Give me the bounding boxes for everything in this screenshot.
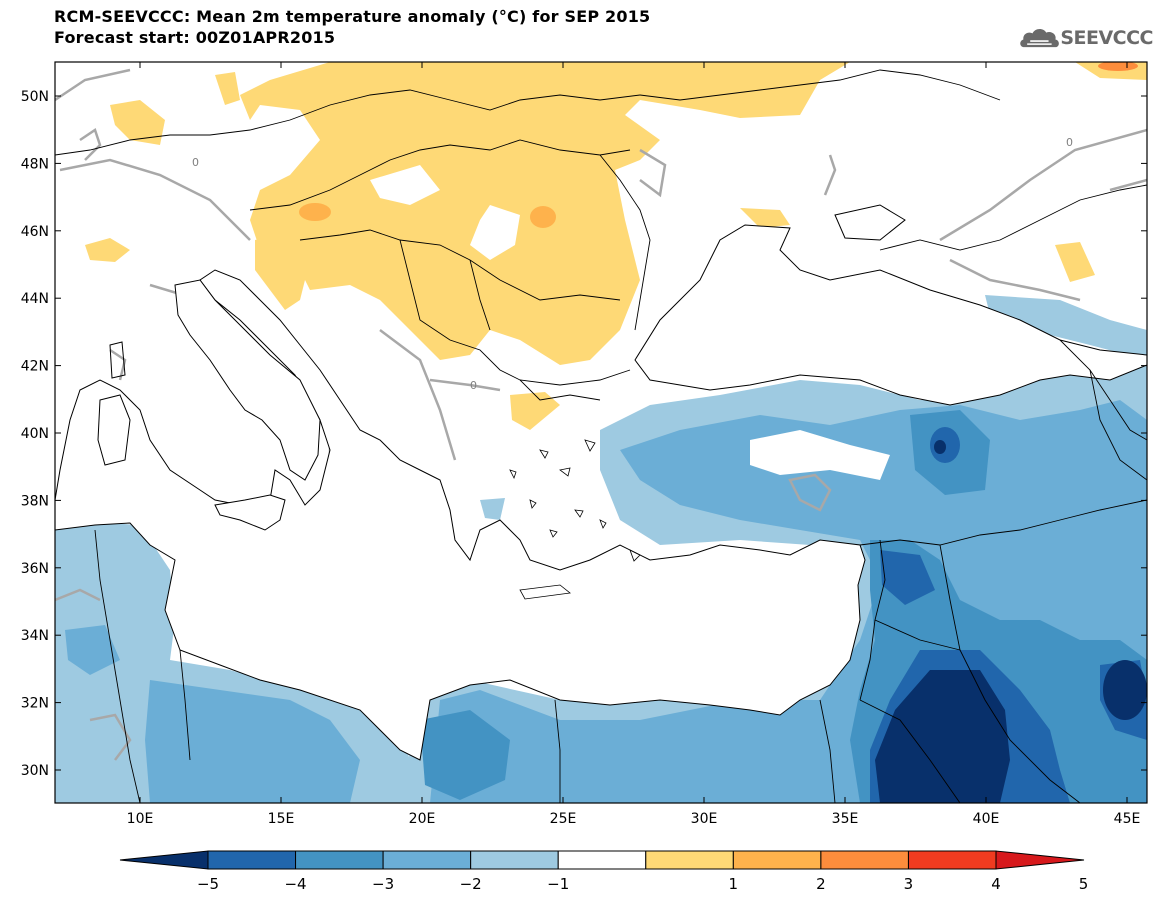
- colorbar-label: 4: [991, 875, 1001, 893]
- colorbar-label: −4: [284, 875, 306, 893]
- warm-anomaly-spot-romania: [530, 206, 556, 228]
- lon-label: 35E: [832, 811, 859, 827]
- lat-label: 42N: [21, 359, 49, 375]
- cool-anomaly-caucasus-band: [985, 295, 1147, 360]
- lon-label: 15E: [268, 811, 295, 827]
- colorbar-label: −5: [197, 875, 219, 893]
- black-sea: [634, 224, 1147, 406]
- colorbar-segment: [382, 850, 472, 870]
- italy-peninsula: [174, 279, 321, 481]
- colorbar-under-triangle: [119, 850, 209, 870]
- lat-label: 44N: [21, 291, 49, 307]
- colorbar-label: 2: [816, 875, 826, 893]
- colorbar-label: 1: [729, 875, 739, 893]
- cool-anomaly-peloponnese: [480, 498, 505, 520]
- lat-label: 46N: [21, 224, 49, 240]
- sea-of-azov: [834, 204, 906, 241]
- contour-label-0-b: 0: [470, 379, 477, 392]
- colorbar-segment: [820, 850, 909, 870]
- colorbar-segment: [907, 850, 997, 870]
- colorbar-segment: [645, 850, 734, 870]
- colorbar-segment: [732, 850, 822, 870]
- neutral-hole-romania: [470, 205, 520, 260]
- colorbar-over-triangle: [995, 850, 1085, 870]
- lat-label: 30N: [21, 763, 49, 779]
- lat-label: 48N: [21, 156, 49, 172]
- contour-label-0-a: 0: [192, 156, 199, 169]
- lon-label: 45E: [1114, 811, 1141, 827]
- colorbar-segment: [557, 850, 647, 870]
- mediterranean-sea: [55, 269, 866, 761]
- sardinia: [97, 341, 131, 466]
- seevccc-logo: SEEVCCC: [1018, 20, 1153, 56]
- colorbar: −5 −4 −3 −2 −1 1 2 3 4 5: [119, 850, 1089, 893]
- lon-label: 25E: [550, 811, 577, 827]
- colorbar-segment: [207, 850, 297, 870]
- lat-label: 40N: [21, 426, 49, 442]
- anomaly-field: 0 0 0: [55, 62, 1147, 803]
- map-title: RCM-SEEVCCC: Mean 2m temperature anomaly…: [54, 7, 651, 26]
- colorbar-segment: [470, 850, 559, 870]
- country-borders: [55, 69, 1147, 803]
- cool-anomaly-egypt: [420, 710, 510, 800]
- colorbar-label: −1: [547, 875, 569, 893]
- latitude-axis: 50N 48N 46N 44N 42N 40N 38N 36N 34N 32N 30N: [21, 89, 1147, 779]
- sicily: [214, 494, 286, 531]
- lat-label: 38N: [21, 493, 49, 509]
- contour-label-0-c: 0: [1066, 136, 1073, 149]
- lat-label: 36N: [21, 561, 49, 577]
- lon-label: 40E: [973, 811, 1000, 827]
- lon-label: 30E: [691, 811, 718, 827]
- colorbar-label: −2: [460, 875, 482, 893]
- cool-anomaly-libya: [145, 680, 360, 803]
- longitude-axis: 10E 15E 20E 25E 30E 35E 40E 45E: [127, 62, 1141, 827]
- lat-label: 32N: [21, 696, 49, 712]
- forecast-start-label: Forecast start: 00Z01APR2015: [54, 28, 336, 47]
- cool-anomaly-spot-anatolia-core: [934, 440, 946, 454]
- aegean-islands: [509, 439, 641, 600]
- warm-anomaly-adriatic: [255, 230, 310, 310]
- cloud-icon: [1020, 29, 1059, 48]
- cool-anomaly-syria: [880, 550, 935, 605]
- warm-anomaly-spot-ne: [1098, 62, 1138, 71]
- neutral-hole-turkey: [750, 430, 890, 480]
- warm-anomaly-crimea: [740, 208, 790, 228]
- lat-label: 34N: [21, 628, 49, 644]
- zero-contours: [55, 68, 1147, 761]
- warm-anomaly-thessaloniki: [510, 392, 560, 430]
- warm-anomaly-italy-north: [85, 238, 130, 262]
- lon-label: 20E: [409, 811, 436, 827]
- logo-text: SEEVCCC: [1060, 27, 1153, 49]
- cool-anomaly-level-5: [875, 670, 1010, 803]
- cool-anomaly-tunisia: [65, 625, 120, 675]
- warm-anomaly-spot-slovenia: [299, 203, 331, 221]
- cool-anomaly-spot-iraq: [1103, 660, 1147, 720]
- lat-label: 50N: [21, 89, 49, 105]
- colorbar-segment: [295, 850, 384, 870]
- warm-anomaly-caucasus: [1055, 242, 1095, 282]
- colorbar-label: 5: [1079, 875, 1089, 893]
- neutral-hole-carpathians: [370, 165, 440, 205]
- colorbar-label: −3: [372, 875, 394, 893]
- warm-anomaly-west: [215, 72, 240, 105]
- warm-anomaly-alps: [110, 100, 165, 145]
- colorbar-label: 3: [904, 875, 914, 893]
- lon-label: 10E: [127, 811, 154, 827]
